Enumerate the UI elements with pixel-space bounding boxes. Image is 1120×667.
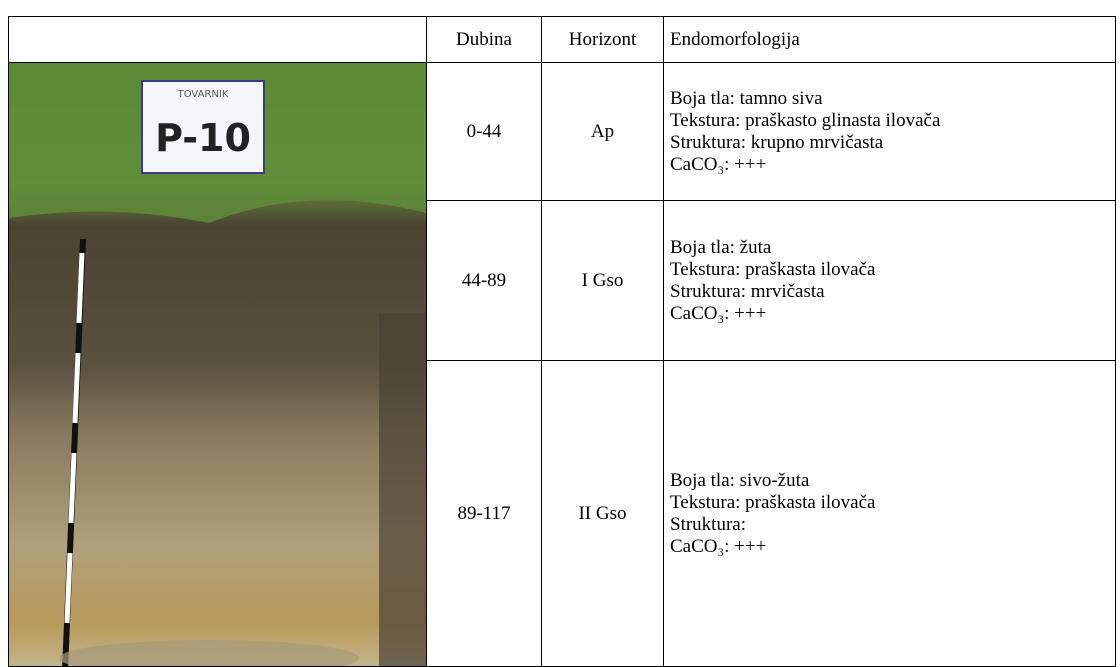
line: CaCO₃: +++ <box>670 303 1115 325</box>
line: Struktura: krupno mrvičasta <box>670 132 1115 154</box>
header-cell: Endomorfologija <box>664 17 1116 63</box>
line: CaCO₃: +++ <box>670 536 1115 558</box>
soil-photo: TOVARNIK P-10 <box>9 63 426 666</box>
line: Boja tla: sivo-žuta <box>670 470 1115 492</box>
line: Tekstura: praškasto glinasta ilovača <box>670 110 1115 132</box>
horizon-cell: Ap <box>542 63 664 201</box>
depth-cell: 0-44 <box>427 63 542 201</box>
header-cell: Horizont <box>542 17 664 63</box>
sign-label: P-10 <box>155 116 251 160</box>
description-cell: Boja tla: sivo-žuta Tekstura: praškasta … <box>664 361 1116 667</box>
line: Tekstura: praškasta ilovača <box>670 259 1115 281</box>
line: Boja tla: tamno siva <box>670 88 1115 110</box>
page: Dubina Horizont Endomorfologija <box>0 0 1120 666</box>
sign-title: TOVARNIK <box>177 89 229 100</box>
line: Tekstura: praškasta ilovača <box>670 492 1115 514</box>
empty-cell <box>9 17 427 63</box>
depth-cell: 89-117 <box>427 361 542 667</box>
horizon-cell: II Gso <box>542 361 664 667</box>
header-row: Dubina Horizont Endomorfologija <box>9 17 1116 63</box>
soil-table: Dubina Horizont Endomorfologija <box>8 16 1116 667</box>
horizon-cell: I Gso <box>542 201 664 361</box>
row: TOVARNIK P-10 0-44 Ap Boja tla: tamno si… <box>9 63 1116 201</box>
description-cell: Boja tla: tamno siva Tekstura: praškasto… <box>664 63 1116 201</box>
header-cell: Dubina <box>427 17 542 63</box>
line: CaCO₃: +++ <box>670 154 1115 176</box>
line: Struktura: mrvičasta <box>670 281 1115 303</box>
line: Boja tla: žuta <box>670 237 1115 259</box>
photo-cell: TOVARNIK P-10 <box>9 63 427 667</box>
line: Struktura: <box>670 514 1115 536</box>
description-cell: Boja tla: žuta Tekstura: praškasta ilova… <box>664 201 1116 361</box>
depth-cell: 44-89 <box>427 201 542 361</box>
